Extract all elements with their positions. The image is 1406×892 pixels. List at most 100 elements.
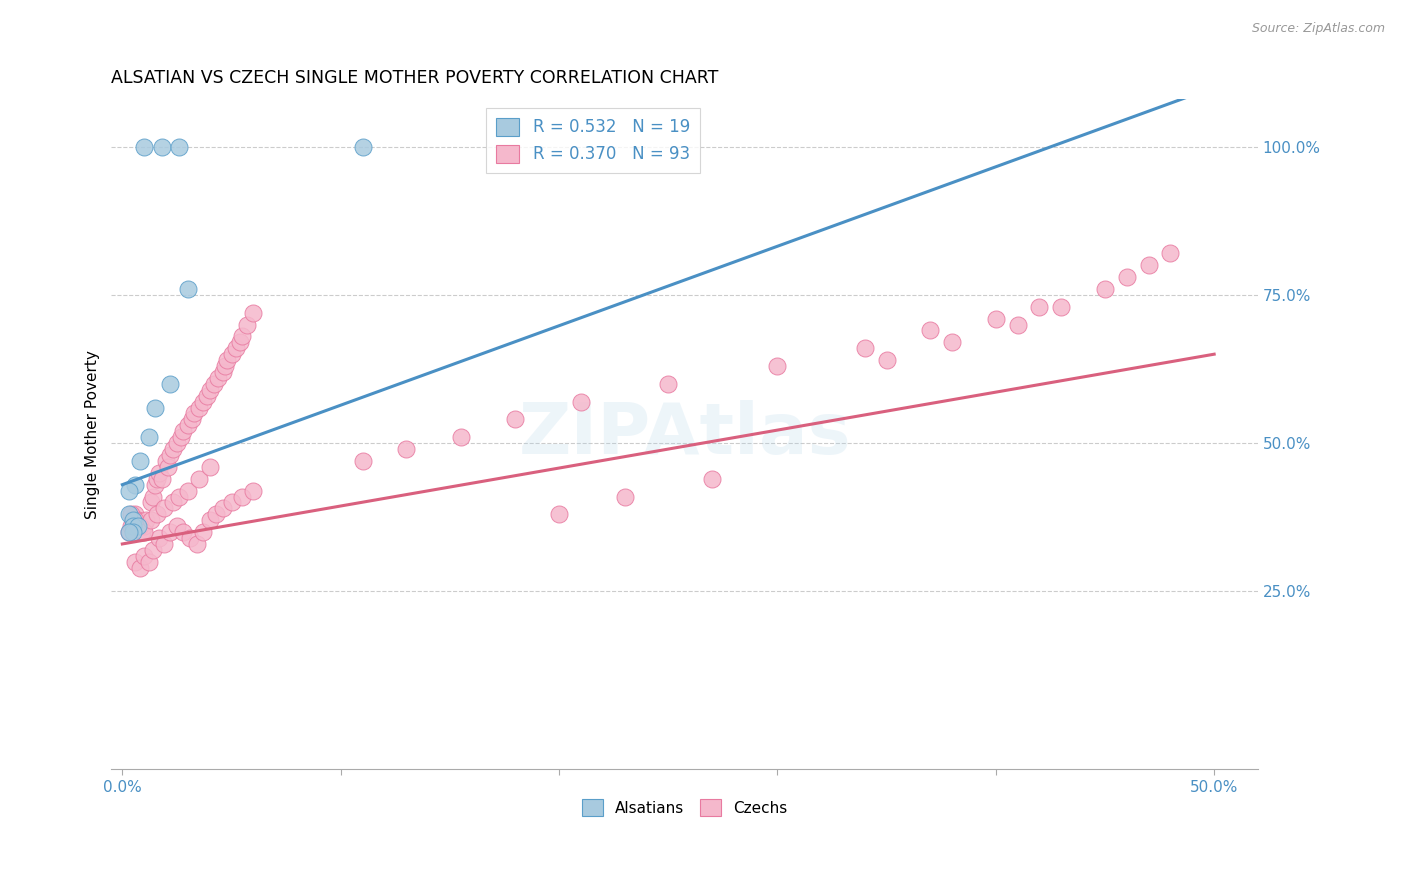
Point [766, 359, 789, 373]
Point [128, 454, 150, 468]
Point [148, 466, 170, 480]
Point [118, 483, 141, 498]
Point [1137, 258, 1160, 272]
Point [242, 306, 264, 320]
Point [124, 513, 146, 527]
Point [941, 335, 963, 350]
Point [120, 519, 142, 533]
Point [120, 508, 142, 522]
Point [139, 495, 162, 509]
Point [181, 412, 204, 426]
Point [159, 525, 181, 540]
Point [197, 389, 219, 403]
Point [134, 139, 156, 153]
Point [122, 525, 145, 540]
Point [198, 513, 221, 527]
Point [221, 495, 243, 509]
Point [172, 525, 194, 540]
Point [211, 501, 233, 516]
Point [1159, 246, 1181, 260]
Point [153, 501, 176, 516]
Point [198, 383, 221, 397]
Point [183, 407, 205, 421]
Point [225, 341, 247, 355]
Point [142, 490, 165, 504]
Point [179, 531, 201, 545]
Point [569, 394, 592, 409]
Point [198, 459, 221, 474]
Point [139, 513, 162, 527]
Point [920, 323, 942, 337]
Point [167, 490, 190, 504]
Point [205, 508, 228, 522]
Point [1094, 282, 1116, 296]
Point [135, 513, 157, 527]
Point [150, 472, 173, 486]
Point [157, 459, 180, 474]
Point [231, 329, 253, 343]
Point [186, 537, 208, 551]
Point [211, 365, 233, 379]
Point [352, 139, 374, 153]
Point [155, 454, 177, 468]
Point [124, 555, 146, 569]
Point [138, 430, 160, 444]
Point [191, 394, 214, 409]
Point [548, 508, 571, 522]
Point [128, 560, 150, 574]
Point [118, 525, 141, 540]
Point [187, 472, 209, 486]
Point [159, 376, 181, 391]
Point [143, 401, 166, 415]
Point [191, 525, 214, 540]
Point [167, 139, 190, 153]
Point [128, 519, 150, 533]
Point [177, 418, 200, 433]
Point [177, 282, 200, 296]
Point [700, 472, 723, 486]
Point [657, 376, 679, 391]
Point [236, 318, 259, 332]
Text: ALSATIAN VS CZECH SINGLE MOTHER POVERTY CORRELATION CHART: ALSATIAN VS CZECH SINGLE MOTHER POVERTY … [111, 69, 718, 87]
Point [134, 525, 156, 540]
Point [229, 335, 252, 350]
Point [170, 430, 193, 444]
Point [146, 472, 169, 486]
Point [505, 412, 527, 426]
Point [162, 495, 184, 509]
Point [153, 537, 176, 551]
Point [118, 525, 141, 540]
Point [1028, 300, 1050, 314]
Point [207, 371, 229, 385]
Point [1050, 300, 1073, 314]
Point [166, 436, 188, 450]
Point [187, 401, 209, 415]
Point [134, 549, 156, 563]
Point [242, 483, 264, 498]
Point [122, 513, 145, 527]
Point [231, 490, 253, 504]
Point [148, 531, 170, 545]
Legend: Alsatians, Czechs: Alsatians, Czechs [575, 793, 794, 822]
Point [134, 519, 156, 533]
Point [876, 353, 898, 368]
Point [172, 424, 194, 438]
Text: ZIPAtlas: ZIPAtlas [519, 400, 851, 468]
Point [124, 477, 146, 491]
Point [127, 519, 149, 533]
Point [124, 508, 146, 522]
Point [450, 430, 472, 444]
Point [122, 519, 145, 533]
Point [122, 513, 145, 527]
Point [128, 519, 150, 533]
Point [202, 376, 225, 391]
Point [162, 442, 184, 456]
Point [118, 508, 141, 522]
Point [853, 341, 876, 355]
Point [217, 353, 239, 368]
Point [221, 347, 243, 361]
Point [177, 483, 200, 498]
Point [159, 448, 181, 462]
Point [143, 477, 166, 491]
Point [1115, 270, 1137, 285]
